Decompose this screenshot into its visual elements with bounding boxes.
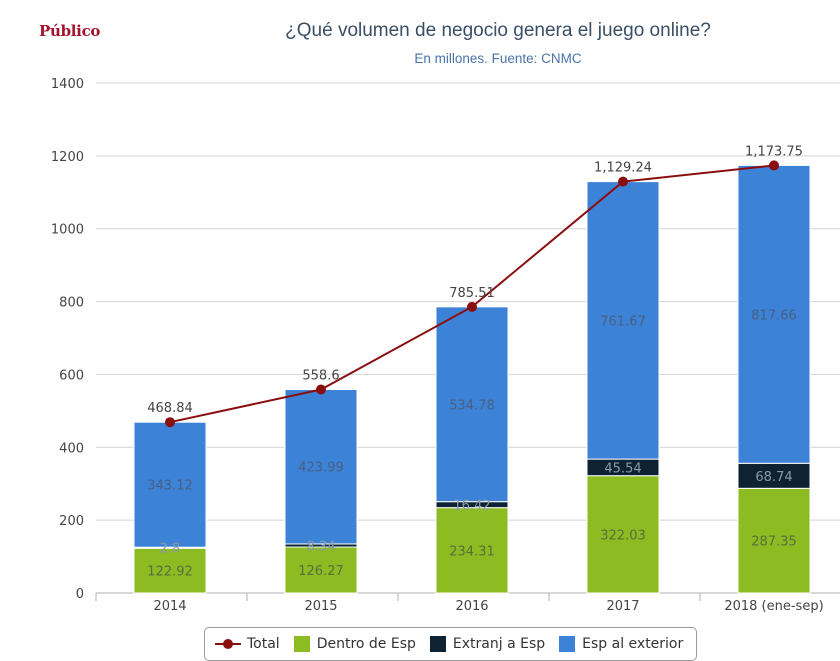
legend-item-extranj[interactable]: Extranj a Esp	[429, 636, 546, 652]
y-tick-label: 800	[59, 296, 84, 311]
publisher-logo: Público	[39, 22, 101, 40]
y-tick-label: 1200	[51, 150, 84, 165]
data-label-exterior: 534.78	[449, 398, 495, 413]
data-label-dentro: 126.27	[298, 564, 344, 579]
extranj-swatch-icon	[429, 636, 446, 652]
total-point	[316, 384, 326, 395]
total-point	[165, 417, 175, 428]
y-tick-label: 0	[76, 587, 84, 602]
bar-exterior	[737, 164, 811, 464]
data-label-extranj: 16.42	[453, 499, 490, 514]
data-label-dentro: 322.03	[600, 528, 646, 543]
stacked-bar-chart: 0 200 400 600 800 1000 1200 1400 2014 2015 2016 201…	[51, 77, 840, 614]
data-label-extranj: 2.8	[160, 542, 181, 557]
legend-item-dentro[interactable]: Dentro de Esp	[293, 636, 416, 652]
total-data-label: 785.51	[449, 286, 495, 301]
data-label-exterior: 817.66	[751, 308, 797, 323]
y-tick-label: 1000	[51, 223, 84, 238]
data-label-dentro: 287.35	[751, 535, 797, 550]
chart-title: ¿Qué volumen de negocio genera el juego …	[285, 20, 711, 41]
y-tick-label: 400	[59, 441, 84, 456]
data-label-exterior: 343.12	[147, 479, 193, 494]
chart-subtitle: En millones. Fuente: CNMC	[414, 51, 582, 66]
bar-dentro	[284, 546, 358, 594]
x-tick-label: 2015	[304, 599, 337, 614]
x-tick-label: 2017	[606, 599, 639, 614]
total-point	[618, 176, 628, 187]
total-data-label: 558.6	[302, 369, 339, 384]
chart-legend: Total Dentro de Esp Extranj a Esp Esp al…	[204, 627, 697, 661]
total-line-marker-icon	[215, 637, 241, 651]
x-tick-label: 2018 (ene-sep)	[724, 599, 823, 614]
legend-label-total: Total	[247, 636, 280, 652]
data-label-extranj: 8.34	[307, 539, 336, 554]
y-tick-label: 1400	[51, 77, 84, 92]
legend-label-exterior: Esp al exterior	[582, 636, 684, 652]
total-data-label: 468.84	[147, 401, 193, 416]
x-tick-label: 2016	[455, 599, 488, 614]
total-data-label: 1,173.75	[745, 144, 803, 159]
y-tick-label: 600	[59, 368, 84, 383]
legend-label-extranj: Extranj a Esp	[452, 636, 546, 652]
data-label-dentro: 122.92	[147, 565, 193, 580]
legend-label-dentro: Dentro de Esp	[316, 636, 416, 652]
bar-dentro	[586, 475, 660, 594]
x-tick-label: 2014	[153, 599, 186, 614]
exterior-swatch-icon	[559, 636, 576, 652]
data-label-extranj: 45.54	[604, 461, 641, 476]
data-label-exterior: 423.99	[298, 461, 344, 476]
total-point	[467, 301, 477, 312]
data-label-extranj: 68.74	[755, 470, 792, 485]
bar-extranj	[737, 462, 811, 489]
y-tick-label: 200	[59, 514, 84, 529]
bar-dentro	[435, 507, 509, 594]
data-label-dentro: 234.31	[449, 544, 495, 559]
total-data-label: 1,129.24	[594, 161, 652, 176]
dentro-swatch-icon	[293, 636, 310, 652]
legend-item-exterior[interactable]: Esp al exterior	[559, 636, 683, 652]
bar-exterior	[284, 389, 358, 545]
data-label-exterior: 761.67	[600, 314, 646, 329]
bar-dentro	[737, 487, 811, 594]
bar-exterior	[435, 306, 509, 503]
legend-item-total[interactable]: Total	[215, 636, 280, 652]
total-point	[769, 160, 779, 171]
bar-exterior	[133, 421, 207, 548]
